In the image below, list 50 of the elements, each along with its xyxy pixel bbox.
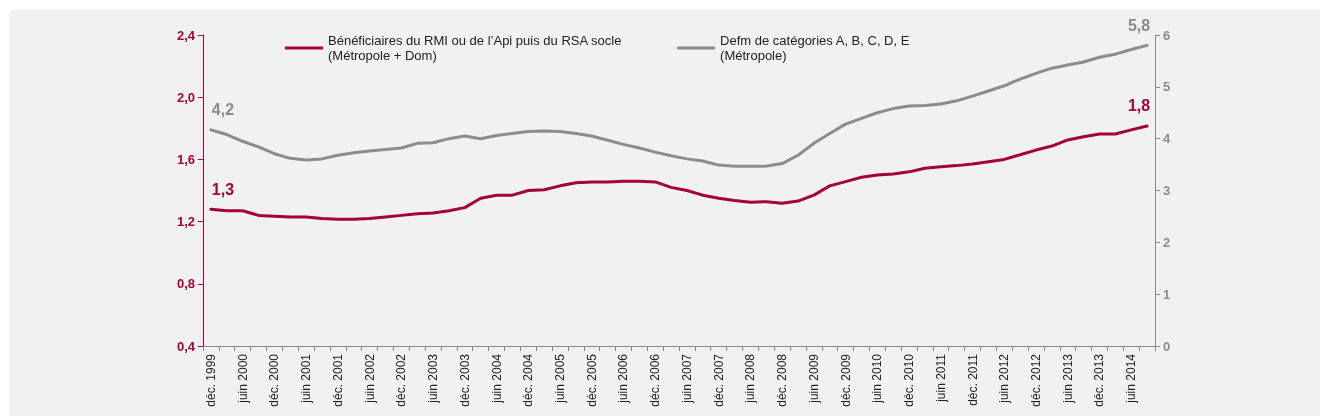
data-label: 1,8 — [1127, 97, 1151, 115]
x-tick-label: déc. 2000 — [267, 353, 282, 407]
x-tick-label: juin 2003 — [426, 353, 441, 404]
x-tick-label: déc. 2009 — [838, 353, 853, 407]
x-tick-label: juin 2011 — [933, 353, 948, 403]
x-tick-label: déc. 2006 — [648, 353, 663, 407]
y-tick-label: 0,8 — [176, 276, 195, 292]
x-tick-label: juin 2002 — [362, 353, 377, 404]
x-tick-label: déc. 2001 — [330, 353, 345, 407]
x-tick-label: déc. 2012 — [1029, 353, 1043, 407]
x-tick-label: juin 2009 — [806, 353, 821, 404]
x-tick-label: juin 2014 — [1124, 353, 1139, 404]
y2-tick-label: 0 — [1163, 338, 1171, 354]
y-tick-label: 1,2 — [176, 214, 195, 230]
y-tick-label: 0,4 — [176, 338, 196, 354]
y2-tick-label: 2 — [1163, 234, 1171, 250]
legend-label: Defm de catégories A, B, C, D, E (Métropole) — [720, 33, 910, 63]
data-label: 1,3 — [211, 180, 235, 198]
x-tick-label: déc. 2002 — [394, 353, 409, 407]
x-tick-label: juin 2001 — [299, 353, 314, 404]
y-tick-label: 1,6 — [176, 151, 195, 167]
data-label: 4,2 — [211, 101, 235, 119]
x-tick-label: déc. 2007 — [711, 353, 726, 407]
x-tick-label: déc. 2008 — [775, 353, 790, 407]
y-tick-label: 2,4 — [176, 27, 196, 43]
line-series — [209, 124, 1149, 221]
x-tick-label: juin 2006 — [616, 353, 631, 404]
x-tick-label: déc. 2005 — [584, 353, 599, 407]
x-tick-label: juin 2010 — [870, 353, 885, 404]
x-tick-label: déc. 1999 — [203, 353, 218, 407]
y2-tick-label: 6 — [1163, 27, 1171, 43]
y2-tick-label: 3 — [1163, 183, 1171, 198]
x-tick-label: juin 2007 — [679, 353, 694, 404]
x-tick-label: juin 2005 — [553, 353, 567, 404]
x-tick-label: juin 2012 — [997, 353, 1012, 404]
y2-tick-label: 5 — [1163, 79, 1171, 95]
y-tick-label: 2,0 — [176, 89, 195, 105]
x-tick-label: déc. 2010 — [902, 353, 917, 407]
x-tick-label: juin 2013 — [1060, 353, 1075, 404]
y2-tick-label: 1 — [1163, 286, 1171, 302]
x-tick-label: juin 2000 — [235, 353, 250, 404]
x-tick-label: déc. 2003 — [457, 353, 472, 407]
data-label: 5,8 — [1127, 16, 1151, 34]
y2-tick-label: 4 — [1163, 131, 1171, 147]
x-tick-label: déc. 2013 — [1092, 353, 1107, 407]
legend-label: Bénéficiaires du RMI ou de l’Api puis du RSA socle (Métropole + Dom) — [328, 33, 622, 63]
x-tick-label: juin 2008 — [743, 353, 758, 404]
x-tick-label: déc. 2011 — [965, 353, 980, 406]
x-tick-label: juin 2004 — [489, 353, 504, 404]
x-tick-label: déc. 2004 — [521, 353, 536, 407]
